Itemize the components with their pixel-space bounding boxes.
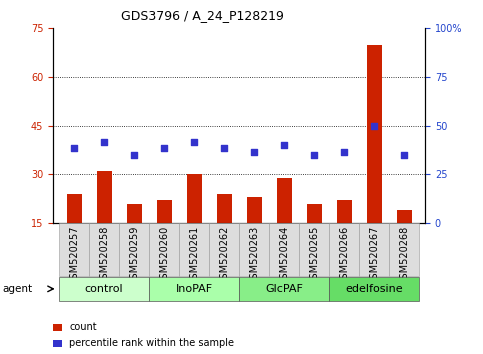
Bar <box>239 278 329 301</box>
Point <box>70 145 78 151</box>
Point <box>250 149 258 154</box>
Point <box>280 142 288 148</box>
Bar <box>179 223 209 276</box>
Text: GSM520263: GSM520263 <box>249 226 259 285</box>
Text: GSM520260: GSM520260 <box>159 226 169 285</box>
Text: GSM520261: GSM520261 <box>189 226 199 285</box>
Bar <box>156 200 171 223</box>
Bar <box>277 178 292 223</box>
Bar <box>389 223 419 276</box>
Bar <box>329 278 419 301</box>
Bar <box>149 223 179 276</box>
Bar <box>239 223 269 276</box>
Bar <box>149 278 239 301</box>
Text: control: control <box>85 284 124 294</box>
Text: GSM520259: GSM520259 <box>129 226 139 285</box>
Bar <box>269 223 299 276</box>
Bar <box>59 278 149 301</box>
Text: edelfosine: edelfosine <box>345 284 403 294</box>
Point <box>160 145 168 151</box>
Bar <box>337 200 352 223</box>
Point <box>400 152 408 158</box>
Bar <box>307 204 322 223</box>
Text: GlcPAF: GlcPAF <box>265 284 303 294</box>
Bar <box>59 223 89 276</box>
Bar <box>299 223 329 276</box>
Bar <box>67 194 82 223</box>
Bar <box>97 171 112 223</box>
Text: GSM520262: GSM520262 <box>219 226 229 285</box>
Bar <box>89 223 119 276</box>
Text: GSM520268: GSM520268 <box>399 226 409 285</box>
Bar <box>367 45 382 223</box>
Text: GSM520265: GSM520265 <box>309 226 319 285</box>
Text: agent: agent <box>2 284 32 293</box>
Bar <box>359 223 389 276</box>
Bar <box>119 223 149 276</box>
Bar <box>209 223 239 276</box>
Point <box>190 139 198 145</box>
Bar <box>127 204 142 223</box>
Text: count: count <box>69 322 97 332</box>
Text: percentile rank within the sample: percentile rank within the sample <box>69 338 234 348</box>
Text: GDS3796 / A_24_P128219: GDS3796 / A_24_P128219 <box>121 9 284 22</box>
Point <box>130 152 138 158</box>
Point <box>220 145 228 151</box>
Point <box>340 149 348 154</box>
Text: GSM520267: GSM520267 <box>369 226 379 285</box>
Text: GSM520266: GSM520266 <box>339 226 349 285</box>
Bar <box>216 194 231 223</box>
Text: GSM520257: GSM520257 <box>69 226 79 285</box>
Bar <box>397 210 412 223</box>
Point <box>100 139 108 145</box>
Bar <box>329 223 359 276</box>
Bar <box>186 175 201 223</box>
Text: GSM520264: GSM520264 <box>279 226 289 285</box>
Bar <box>247 197 262 223</box>
Point <box>310 152 318 158</box>
Text: InoPAF: InoPAF <box>175 284 213 294</box>
Text: GSM520258: GSM520258 <box>99 226 109 285</box>
Point <box>370 123 378 129</box>
